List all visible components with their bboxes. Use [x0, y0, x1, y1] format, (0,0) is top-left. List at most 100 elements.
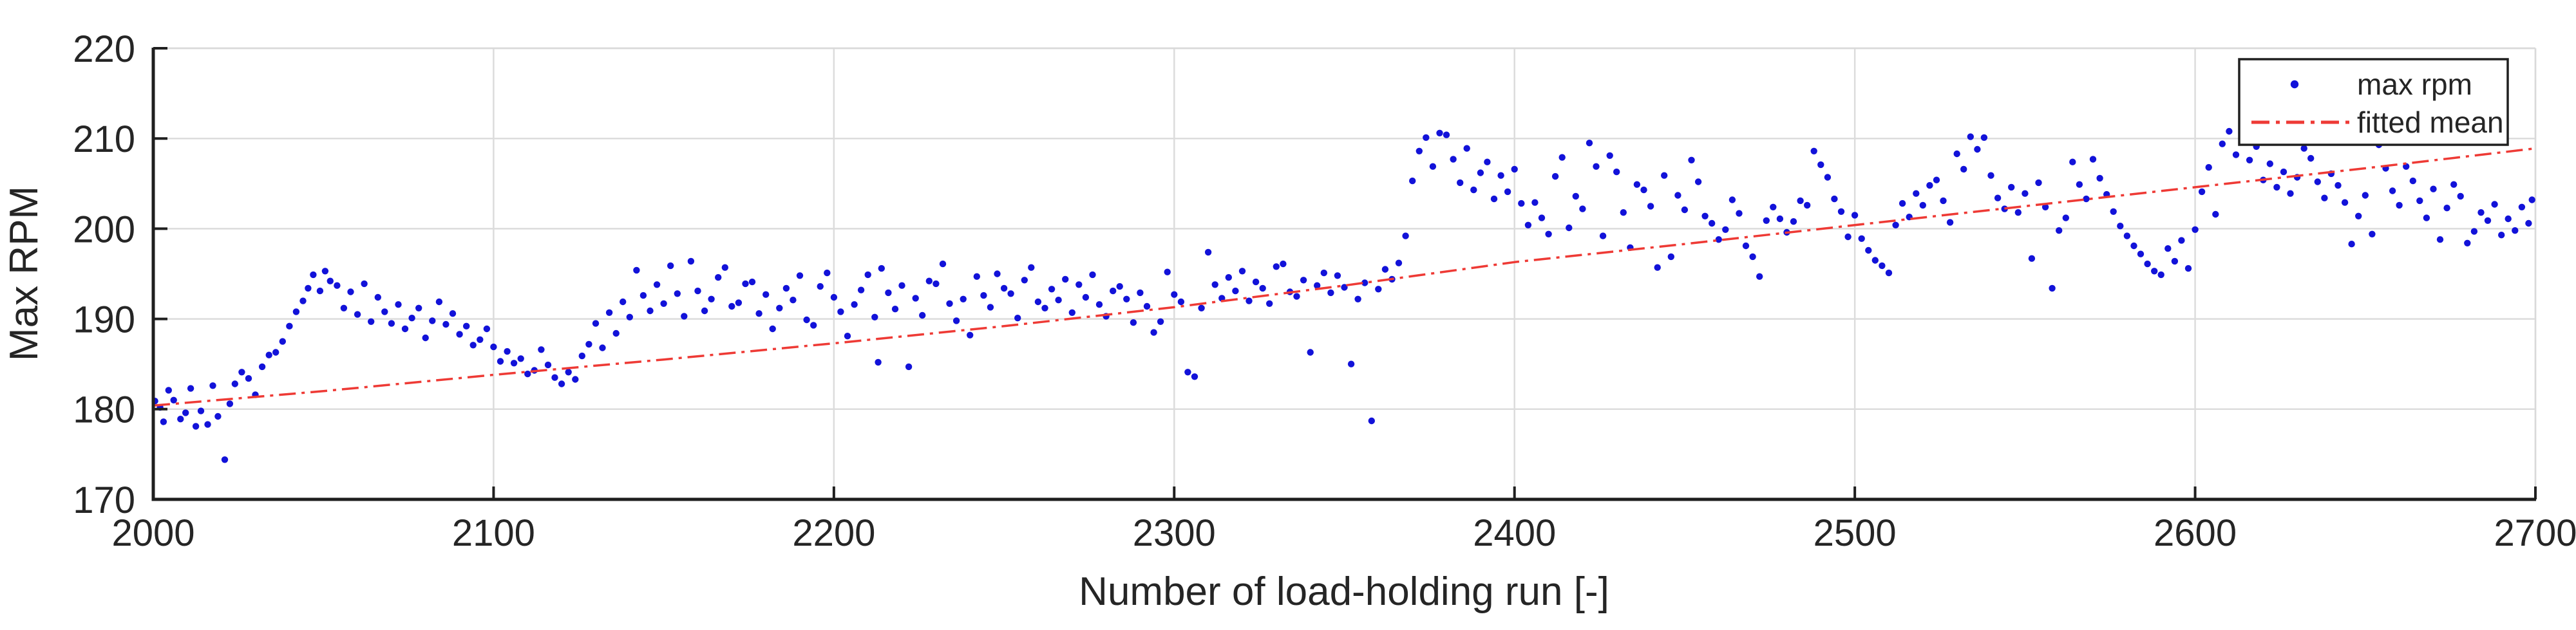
data-point	[844, 333, 851, 340]
data-point	[558, 380, 565, 387]
data-point	[1756, 273, 1763, 280]
data-point	[2164, 245, 2172, 252]
data-point	[755, 310, 762, 317]
data-point	[2369, 230, 2376, 237]
data-point	[1198, 304, 1205, 311]
data-point	[2246, 156, 2253, 163]
data-point	[1987, 172, 1994, 179]
data-point	[2396, 201, 2403, 209]
data-point	[334, 282, 341, 289]
data-point	[2348, 241, 2355, 248]
data-point	[1599, 232, 1607, 239]
data-point	[1068, 309, 1076, 316]
data-point	[803, 316, 810, 324]
data-point	[483, 325, 491, 333]
data-point	[2321, 194, 2328, 201]
data-point	[2232, 151, 2240, 158]
data-point	[1865, 246, 1872, 254]
data-point	[2457, 192, 2464, 200]
data-point	[1551, 172, 1559, 180]
data-point	[2470, 228, 2478, 235]
data-point	[305, 284, 312, 292]
data-point	[1736, 210, 1743, 217]
x-tick-label: 2500	[1814, 512, 1897, 554]
data-point	[1749, 253, 1756, 261]
data-point	[2505, 215, 2512, 223]
data-point	[647, 307, 654, 315]
data-point	[1871, 257, 1879, 264]
data-point	[701, 307, 708, 315]
data-point	[231, 380, 238, 387]
data-point	[165, 387, 172, 394]
data-point	[660, 300, 667, 307]
data-point	[1593, 163, 1600, 170]
data-point	[160, 418, 167, 425]
data-point	[368, 318, 375, 325]
data-point	[1116, 283, 1123, 290]
data-point	[1701, 212, 1709, 219]
data-point	[1790, 218, 1797, 225]
data-point	[1423, 134, 1430, 141]
data-point	[1688, 156, 1695, 163]
data-point	[2219, 140, 2226, 147]
data-point	[1028, 264, 1035, 271]
data-point	[2525, 219, 2532, 227]
data-point	[796, 272, 804, 279]
data-point	[1804, 201, 1811, 209]
data-point	[1974, 145, 1981, 153]
data-point	[292, 308, 300, 315]
data-point	[1470, 186, 1477, 194]
data-point	[2192, 226, 2199, 233]
data-point	[1797, 197, 1804, 205]
data-point	[2041, 203, 2049, 210]
data-point	[946, 300, 953, 307]
data-point	[272, 349, 279, 356]
data-point	[1089, 271, 1096, 279]
data-point	[592, 320, 600, 327]
data-point	[1667, 253, 1674, 261]
data-point	[824, 269, 831, 277]
data-point	[2123, 232, 2131, 239]
data-point	[837, 308, 844, 315]
data-point	[1191, 373, 1198, 380]
data-point	[1245, 297, 1253, 304]
data-point	[817, 283, 824, 290]
data-point	[395, 301, 402, 308]
data-point	[687, 257, 695, 265]
data-point	[2280, 168, 2287, 176]
data-point	[742, 280, 749, 288]
data-point	[2443, 205, 2450, 212]
data-point	[1021, 277, 1028, 284]
y-tick-label: 200	[73, 208, 135, 250]
data-point	[1654, 264, 1661, 271]
data-point	[524, 370, 531, 378]
data-point	[469, 342, 477, 349]
data-point	[1177, 298, 1185, 306]
data-point	[1143, 302, 1151, 310]
data-point	[1694, 178, 1702, 185]
x-tick-label: 2400	[1473, 512, 1556, 554]
data-point	[1375, 286, 1382, 293]
data-point	[2083, 195, 2090, 203]
data-point	[408, 315, 415, 322]
fitted-mean-line	[153, 147, 2536, 407]
legend-label-max-rpm: max rpm	[2357, 68, 2472, 101]
data-point	[715, 273, 722, 281]
tick-labels: 2000 2100 2200 2300 2400 2500 2600 2700 170 180 19…	[73, 28, 2576, 554]
data-point	[735, 299, 743, 306]
data-point	[674, 290, 681, 297]
data-point	[612, 329, 620, 337]
data-point	[1538, 214, 1546, 221]
data-point	[1497, 172, 1504, 179]
data-point	[1994, 194, 2002, 201]
data-point	[967, 331, 974, 338]
data-point	[1579, 205, 1586, 212]
data-point	[912, 295, 919, 302]
data-point	[2314, 178, 2321, 185]
fitted-line-path	[153, 147, 2536, 407]
data-point	[728, 302, 735, 310]
legend-box	[2238, 58, 2509, 146]
data-point	[1280, 260, 1287, 268]
data-point	[1014, 315, 1021, 322]
